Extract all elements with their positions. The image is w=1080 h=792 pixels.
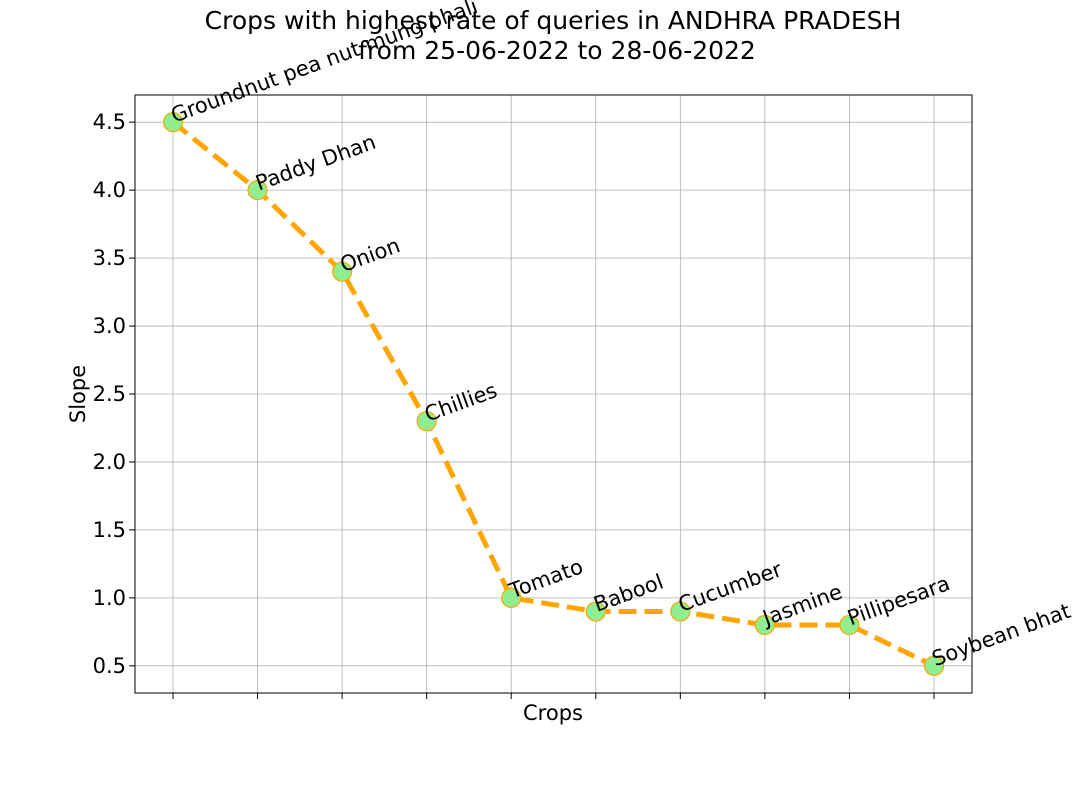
y-tick-label: 2.0: [93, 450, 126, 474]
y-tick-label: 0.5: [93, 654, 126, 678]
y-tick-label: 2.5: [93, 382, 126, 406]
y-axis-label: Slope: [66, 365, 90, 423]
grid-layer: [135, 95, 972, 693]
y-tick-label: 4.0: [93, 178, 126, 202]
data-point-marker: [670, 601, 691, 622]
data-point-marker: [585, 601, 606, 622]
data-point-label: Paddy Dhan: [252, 130, 379, 196]
data-point-marker: [923, 655, 945, 676]
series-line: [171, 120, 936, 669]
data-point-marker: [501, 587, 522, 608]
x-axis-label: Crops: [523, 701, 583, 725]
data-point-marker: [162, 112, 184, 133]
series-layer: [162, 112, 945, 676]
y-tick-label: 3.0: [93, 314, 126, 338]
data-point-marker: [839, 614, 860, 636]
y-tick-label: 4.5: [93, 110, 126, 134]
y-tick-label: 3.5: [93, 246, 126, 270]
data-point-label: Onion: [337, 233, 403, 277]
data-point-label: Tomato: [505, 554, 586, 603]
tick-layer: 0.5 1.0 1.5 2.0 2.5 3.0 3.5 4.0 4.5: [93, 110, 935, 699]
data-point-marker: [416, 411, 437, 432]
y-tick-label: 1.0: [93, 586, 126, 610]
data-point-marker: [754, 614, 775, 636]
data-point-label: Soybean bhat: [929, 599, 1074, 671]
chart-title-line1: Crops with highest rate of queries in AN…: [205, 6, 902, 35]
data-point-marker: [332, 261, 353, 282]
y-tick-label: 1.5: [93, 518, 126, 542]
chart-title-line2: from 25-06-2022 to 28-06-2022: [358, 36, 756, 65]
data-point-marker: [247, 180, 268, 201]
data-point-label: Chillies: [421, 378, 500, 426]
data-point-label: Pillipesara: [844, 571, 953, 630]
